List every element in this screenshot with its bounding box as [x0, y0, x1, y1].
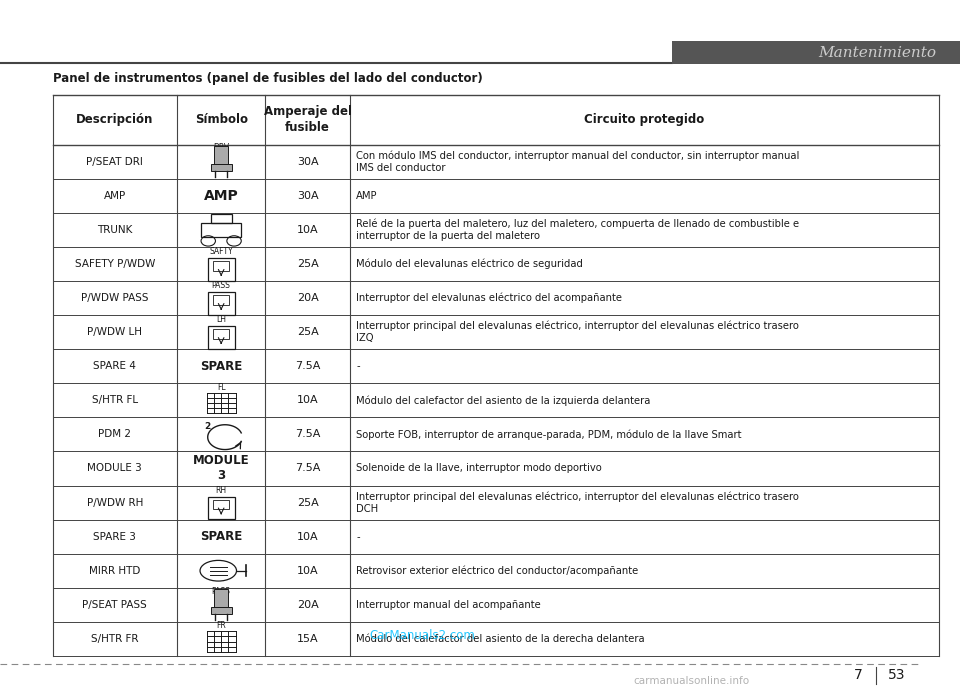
- Text: 10A: 10A: [297, 395, 319, 405]
- Text: carmanualsonline.info: carmanualsonline.info: [634, 676, 749, 686]
- Text: 10A: 10A: [297, 566, 319, 576]
- Text: MIRR HTD: MIRR HTD: [89, 566, 140, 576]
- Text: P/SEAT PASS: P/SEAT PASS: [83, 600, 147, 610]
- Text: LH: LH: [216, 316, 227, 325]
- Text: SAFTY: SAFTY: [209, 247, 233, 256]
- Bar: [213, 295, 229, 305]
- Text: P/WDW PASS: P/WDW PASS: [81, 293, 149, 303]
- Bar: [207, 327, 234, 349]
- Text: Interruptor del elevalunas eléctrico del acompañante: Interruptor del elevalunas eléctrico del…: [356, 293, 622, 303]
- Text: MODULE
3: MODULE 3: [193, 455, 250, 482]
- Text: Interruptor manual del acompañante: Interruptor manual del acompañante: [356, 600, 541, 610]
- Bar: [207, 258, 234, 281]
- Bar: [213, 329, 229, 339]
- Text: SPARE 3: SPARE 3: [93, 532, 136, 542]
- Text: Descripción: Descripción: [76, 114, 154, 126]
- Text: 25A: 25A: [297, 327, 319, 337]
- Bar: [214, 589, 228, 607]
- Text: 53: 53: [888, 668, 905, 682]
- Text: 2: 2: [204, 422, 211, 431]
- Text: 20A: 20A: [297, 600, 319, 610]
- Text: 25A: 25A: [297, 497, 319, 508]
- Text: 7.5A: 7.5A: [295, 464, 321, 473]
- Text: 7.5A: 7.5A: [295, 429, 321, 440]
- Text: -: -: [356, 532, 360, 542]
- Text: S/HTR FL: S/HTR FL: [92, 395, 138, 405]
- Text: DRV: DRV: [213, 143, 229, 152]
- Text: SPARE: SPARE: [200, 530, 242, 543]
- Text: AMP: AMP: [104, 191, 126, 200]
- Text: PDM 2: PDM 2: [98, 429, 132, 440]
- Bar: [210, 214, 231, 223]
- Text: -: -: [356, 361, 360, 371]
- Bar: [210, 164, 231, 172]
- Text: Soporte FOB, interruptor de arranque-parada, PDM, módulo de la llave Smart: Soporte FOB, interruptor de arranque-par…: [356, 429, 742, 440]
- Text: 20A: 20A: [297, 293, 319, 303]
- Text: Mantenimiento: Mantenimiento: [818, 46, 936, 60]
- Text: AMP: AMP: [204, 189, 238, 203]
- Text: 30A: 30A: [297, 156, 319, 167]
- Text: Circuito protegido: Circuito protegido: [584, 114, 705, 126]
- Text: P/WDW LH: P/WDW LH: [87, 327, 142, 337]
- Text: 7.5A: 7.5A: [295, 361, 321, 371]
- Text: 25A: 25A: [297, 259, 319, 269]
- Text: SPARE 4: SPARE 4: [93, 361, 136, 371]
- Text: CarManuals2.com: CarManuals2.com: [370, 629, 475, 642]
- Bar: [213, 261, 229, 271]
- Bar: [207, 497, 234, 520]
- Text: PASS: PASS: [212, 586, 230, 595]
- Text: P/WDW RH: P/WDW RH: [86, 497, 143, 508]
- Text: Retrovisor exterior eléctrico del conductor/acompañante: Retrovisor exterior eléctrico del conduc…: [356, 566, 638, 576]
- Text: Módulo del calefactor del asiento de la derecha delantera: Módulo del calefactor del asiento de la …: [356, 634, 645, 644]
- Text: Solenoide de la llave, interruptor modo deportivo: Solenoide de la llave, interruptor modo …: [356, 464, 602, 473]
- Bar: [207, 292, 234, 315]
- Text: PASS: PASS: [212, 281, 230, 290]
- Text: Símbolo: Símbolo: [195, 114, 248, 126]
- Text: AMP: AMP: [356, 191, 378, 200]
- Text: MODULE 3: MODULE 3: [87, 464, 142, 473]
- Text: Relé de la puerta del maletero, luz del maletero, compuerta de llenado de combus: Relé de la puerta del maletero, luz del …: [356, 218, 800, 241]
- Text: 7: 7: [853, 668, 863, 682]
- Text: FR: FR: [216, 621, 226, 630]
- Text: Interruptor principal del elevalunas eléctrico, interruptor del elevalunas eléct: Interruptor principal del elevalunas elé…: [356, 321, 800, 343]
- Bar: [201, 223, 241, 237]
- Text: TRUNK: TRUNK: [97, 225, 132, 235]
- Text: Amperaje del
fusible: Amperaje del fusible: [264, 105, 351, 134]
- Bar: [672, 41, 960, 64]
- Text: Panel de instrumentos (panel de fusibles del lado del conductor): Panel de instrumentos (panel de fusibles…: [53, 72, 483, 85]
- Text: S/HTR FR: S/HTR FR: [91, 634, 138, 644]
- Text: 30A: 30A: [297, 191, 319, 200]
- Bar: [213, 500, 229, 509]
- Text: P/SEAT DRI: P/SEAT DRI: [86, 156, 143, 167]
- Text: 15A: 15A: [297, 634, 319, 644]
- Text: Módulo del calefactor del asiento de la izquierda delantera: Módulo del calefactor del asiento de la …: [356, 395, 651, 406]
- Text: FL: FL: [217, 382, 226, 392]
- Bar: [214, 146, 228, 164]
- Text: SAFETY P/WDW: SAFETY P/WDW: [75, 259, 155, 269]
- Text: 10A: 10A: [297, 225, 319, 235]
- Text: SPARE: SPARE: [200, 360, 242, 373]
- Text: Módulo del elevalunas eléctrico de seguridad: Módulo del elevalunas eléctrico de segur…: [356, 259, 584, 269]
- Text: Interruptor principal del elevalunas eléctrico, interruptor del elevalunas eléct: Interruptor principal del elevalunas elé…: [356, 491, 800, 514]
- Bar: [210, 607, 231, 615]
- Text: 10A: 10A: [297, 532, 319, 542]
- Text: Con módulo IMS del conductor, interruptor manual del conductor, sin interruptor : Con módulo IMS del conductor, interrupto…: [356, 150, 800, 173]
- Text: RH: RH: [216, 486, 227, 495]
